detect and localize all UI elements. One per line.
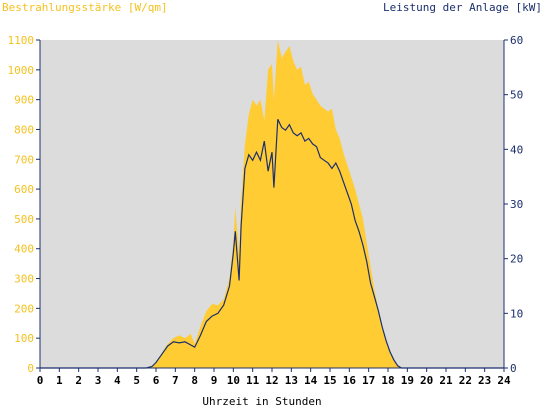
- left-tick-label: 800: [14, 123, 34, 136]
- x-tick-label: 23: [478, 374, 491, 387]
- x-tick-label: 14: [304, 374, 318, 387]
- x-tick-label: 10: [227, 374, 240, 387]
- power-line: [40, 119, 504, 369]
- right-tick-label: 0: [510, 362, 517, 375]
- x-tick-label: 22: [459, 374, 472, 387]
- x-tick-label: 0: [37, 374, 44, 387]
- x-tick-label: 5: [133, 374, 140, 387]
- left-tick-label: 500: [14, 213, 34, 226]
- x-tick-label: 11: [246, 374, 260, 387]
- right-tick-label: 50: [510, 89, 523, 102]
- x-tick-label: 21: [439, 374, 453, 387]
- x-tick-label: 6: [153, 374, 160, 387]
- right-tick-label: 40: [510, 143, 523, 156]
- x-axis-title: Uhrzeit in Stunden: [202, 395, 321, 408]
- x-tick-label: 19: [401, 374, 414, 387]
- left-tick-label: 600: [14, 183, 34, 196]
- right-tick-label: 60: [510, 34, 523, 47]
- left-tick-label: 700: [14, 153, 34, 166]
- left-tick-label: 300: [14, 273, 34, 286]
- x-tick-label: 16: [343, 374, 357, 387]
- x-tick-label: 3: [95, 374, 102, 387]
- x-tick-label: 12: [265, 374, 278, 387]
- right-tick-label: 30: [510, 198, 523, 211]
- axis-layer: 0100200300400500600700800900100011000102…: [8, 34, 524, 387]
- right-tick-label: 10: [510, 307, 523, 320]
- x-tick-label: 15: [323, 374, 336, 387]
- x-tick-label: 8: [191, 374, 198, 387]
- irradiance-area: [40, 40, 504, 368]
- x-tick-label: 9: [211, 374, 218, 387]
- x-tick-label: 7: [172, 374, 179, 387]
- x-tick-label: 20: [420, 374, 433, 387]
- x-tick-label: 17: [362, 374, 375, 387]
- left-tick-label: 900: [14, 94, 34, 107]
- left-tick-label: 0: [27, 362, 34, 375]
- x-tick-label: 4: [114, 374, 121, 387]
- x-tick-label: 13: [285, 374, 298, 387]
- x-tick-label: 18: [381, 374, 394, 387]
- left-tick-label: 100: [14, 332, 34, 345]
- right-tick-label: 20: [510, 253, 523, 266]
- left-tick-label: 400: [14, 243, 34, 256]
- left-axis-title: Bestrahlungsstärke [W/qm]: [2, 1, 168, 14]
- right-axis-title: Leistung der Anlage [kW]: [383, 1, 542, 14]
- series-layer: [40, 40, 504, 369]
- left-tick-label: 200: [14, 302, 34, 315]
- left-tick-label: 1000: [8, 64, 35, 77]
- x-tick-label: 2: [75, 374, 82, 387]
- left-tick-label: 1100: [8, 34, 35, 47]
- x-tick-label: 24: [497, 374, 511, 387]
- x-tick-label: 1: [56, 374, 63, 387]
